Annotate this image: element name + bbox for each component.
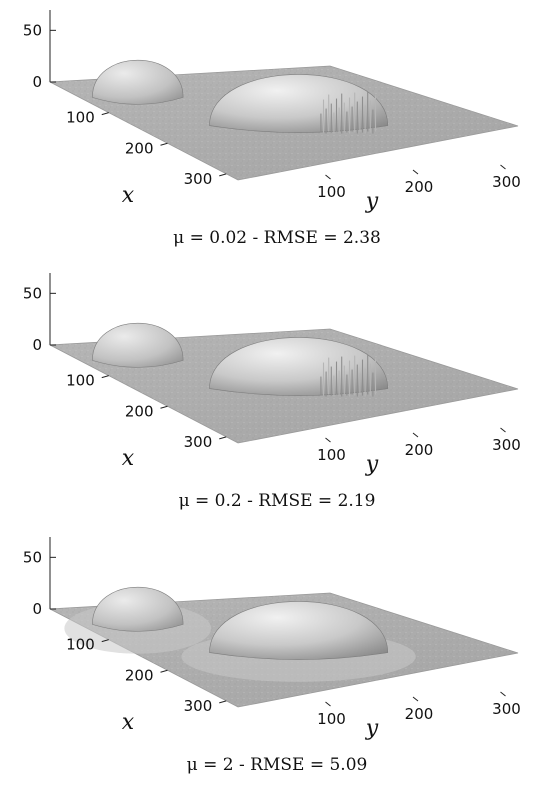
y-axis-label: y (365, 716, 379, 741)
x-tick-mark (101, 639, 109, 643)
y-axis-label: y (365, 189, 379, 214)
y-tick-label: 300 (492, 700, 521, 718)
large-dome (209, 337, 389, 396)
x-tick-mark (101, 112, 109, 116)
caption-separator: - (247, 228, 264, 248)
x-tick-mark (160, 142, 168, 146)
caption-rmse: RMSE = 5.09 (250, 755, 367, 775)
panel-3: 0 50 100 200 300 100 200 300 x y μ = 2 - RMSE = 5.… (23, 537, 521, 775)
small-dome (92, 586, 184, 632)
x-tick-label: 300 (184, 697, 213, 715)
y-tick-label: 200 (405, 441, 434, 459)
y-tick-mark (500, 164, 506, 170)
y-tick-label: 200 (405, 705, 434, 723)
x-tick-mark (219, 436, 227, 440)
spike-artifacts (320, 91, 377, 134)
panel-1: 0 50 100 200 300 100 200 300 x y μ = 0.02 - RMSE =… (23, 10, 521, 248)
y-tick-mark (500, 691, 506, 697)
x-tick-label: 200 (125, 139, 154, 157)
caption-mu: μ = 0.2 (179, 491, 242, 511)
panel-caption: μ = 0.2 - RMSE = 2.19 (179, 491, 376, 511)
y-tick-mark (325, 174, 331, 180)
x-tick-mark (160, 405, 168, 409)
caption-separator: - (234, 755, 251, 775)
caption-mu: μ = 2 (187, 755, 234, 775)
y-tick-label: 300 (492, 436, 521, 454)
y-tick-mark (412, 696, 419, 702)
z-tick-label: 0 (32, 73, 42, 91)
y-tick-mark (412, 432, 419, 438)
y-tick-mark (500, 427, 506, 433)
panel-caption: μ = 0.02 - RMSE = 2.38 (173, 228, 381, 248)
caption-rmse: RMSE = 2.38 (264, 228, 381, 248)
z-tick-label: 50 (23, 548, 42, 566)
caption-mu: μ = 0.02 (173, 228, 247, 248)
x-tick-mark (219, 173, 227, 177)
y-axis-label: y (365, 452, 379, 477)
y-tick-mark (412, 169, 419, 175)
z-tick-label: 50 (23, 284, 42, 302)
y-tick-label: 300 (492, 173, 521, 191)
small-dome (92, 59, 184, 105)
caption-separator: - (242, 491, 259, 511)
y-tick-label: 200 (405, 178, 434, 196)
x-axis-label: x (122, 183, 135, 208)
y-tick-mark (325, 437, 331, 443)
y-tick-label: 100 (317, 446, 346, 464)
x-tick-mark (160, 669, 168, 673)
x-axis-label: x (122, 710, 135, 735)
x-axis-label: x (122, 446, 135, 471)
small-dome (92, 322, 184, 368)
y-tick-label: 100 (317, 183, 346, 201)
x-tick-mark (219, 700, 227, 704)
x-tick-label: 100 (66, 372, 95, 390)
x-tick-label: 100 (66, 636, 95, 654)
large-dome (209, 74, 389, 133)
x-tick-label: 100 (66, 109, 95, 127)
spike-artifacts (320, 354, 377, 397)
x-tick-label: 300 (184, 170, 213, 188)
x-tick-label: 200 (125, 666, 154, 684)
z-tick-label: 0 (32, 600, 42, 618)
y-tick-mark (325, 701, 331, 707)
large-dome (209, 601, 389, 660)
x-tick-mark (101, 375, 109, 379)
x-tick-label: 200 (125, 402, 154, 420)
caption-rmse: RMSE = 2.19 (258, 491, 375, 511)
panel-caption: μ = 2 - RMSE = 5.09 (187, 755, 368, 775)
x-tick-label: 300 (184, 433, 213, 451)
panel-2: 0 50 100 200 300 100 200 300 x y μ = 0.2 - RMSE = … (23, 273, 521, 511)
z-tick-label: 0 (32, 336, 42, 354)
z-tick-label: 50 (23, 21, 42, 39)
y-tick-label: 100 (317, 710, 346, 728)
